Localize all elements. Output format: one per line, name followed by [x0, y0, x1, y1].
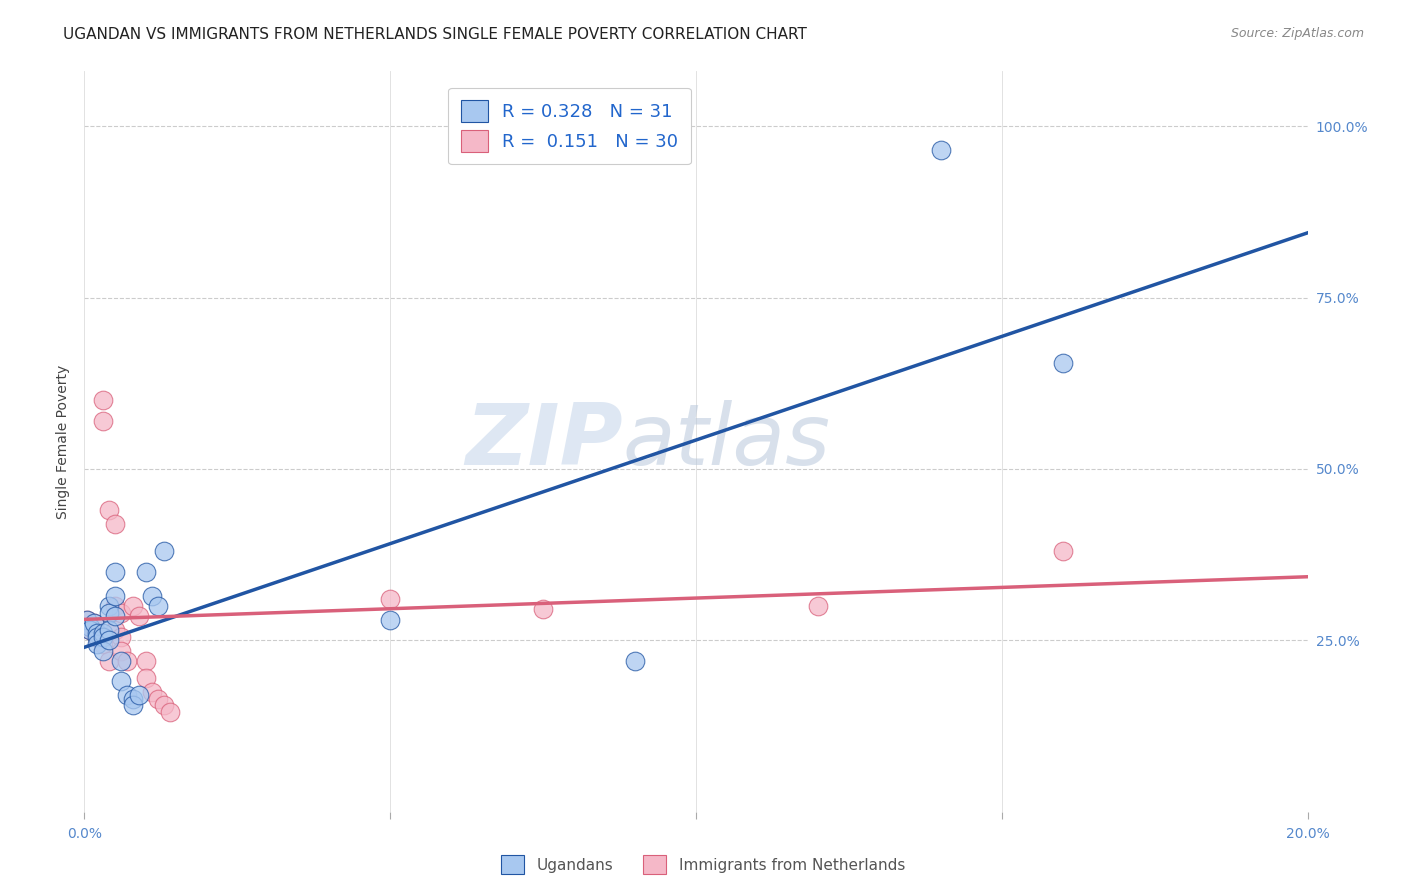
Point [86, 626, 108, 640]
Point [122, 599, 145, 613]
Point [153, 698, 176, 713]
Point [79, 623, 101, 637]
Point [76, 613, 98, 627]
Text: Source: ZipAtlas.com: Source: ZipAtlas.com [1230, 27, 1364, 40]
Point [159, 706, 181, 720]
Point [91, 630, 114, 644]
Point [380, 613, 402, 627]
Point [104, 599, 127, 613]
Point [104, 589, 127, 603]
Point [135, 671, 157, 685]
Point [146, 691, 169, 706]
Point [122, 698, 145, 713]
Point [141, 589, 163, 603]
Point [807, 599, 830, 613]
Point [110, 654, 132, 668]
Point [97, 633, 120, 648]
Legend: R = 0.328   N = 31, R =  0.151   N = 30: R = 0.328 N = 31, R = 0.151 N = 30 [449, 87, 690, 164]
Point [115, 688, 138, 702]
Point [97, 623, 120, 637]
Text: ZIP: ZIP [465, 400, 623, 483]
Point [104, 565, 127, 579]
Point [104, 609, 127, 624]
Point [91, 414, 114, 428]
Point [91, 643, 114, 657]
Point [91, 637, 114, 651]
Point [86, 630, 108, 644]
Point [135, 654, 157, 668]
Point [79, 619, 101, 633]
Point [97, 606, 120, 620]
Text: UGANDAN VS IMMIGRANTS FROM NETHERLANDS SINGLE FEMALE POVERTY CORRELATION CHART: UGANDAN VS IMMIGRANTS FROM NETHERLANDS S… [63, 27, 807, 42]
Point [104, 516, 127, 531]
Point [1052, 356, 1074, 370]
Point [115, 654, 138, 668]
Point [79, 619, 101, 633]
Point [929, 143, 952, 157]
Point [79, 623, 101, 637]
Point [128, 609, 150, 624]
Point [83, 616, 105, 631]
Point [91, 626, 114, 640]
Point [146, 599, 169, 613]
Point [104, 623, 127, 637]
Point [135, 565, 157, 579]
Legend: Ugandans, Immigrants from Netherlands: Ugandans, Immigrants from Netherlands [495, 849, 911, 880]
Point [86, 626, 108, 640]
Point [141, 685, 163, 699]
Point [97, 599, 120, 613]
Point [531, 602, 554, 616]
Point [110, 606, 132, 620]
Point [153, 544, 176, 558]
Point [76, 613, 98, 627]
Point [128, 688, 150, 702]
Point [86, 630, 108, 644]
Point [97, 654, 120, 668]
Point [97, 503, 120, 517]
Point [110, 630, 132, 644]
Text: atlas: atlas [623, 400, 831, 483]
Point [380, 592, 402, 607]
Point [1052, 544, 1074, 558]
Point [83, 616, 105, 631]
Point [110, 643, 132, 657]
Y-axis label: Single Female Poverty: Single Female Poverty [56, 365, 70, 518]
Point [91, 393, 114, 408]
Point [122, 691, 145, 706]
Point [110, 674, 132, 689]
Point [624, 654, 647, 668]
Point [86, 637, 108, 651]
